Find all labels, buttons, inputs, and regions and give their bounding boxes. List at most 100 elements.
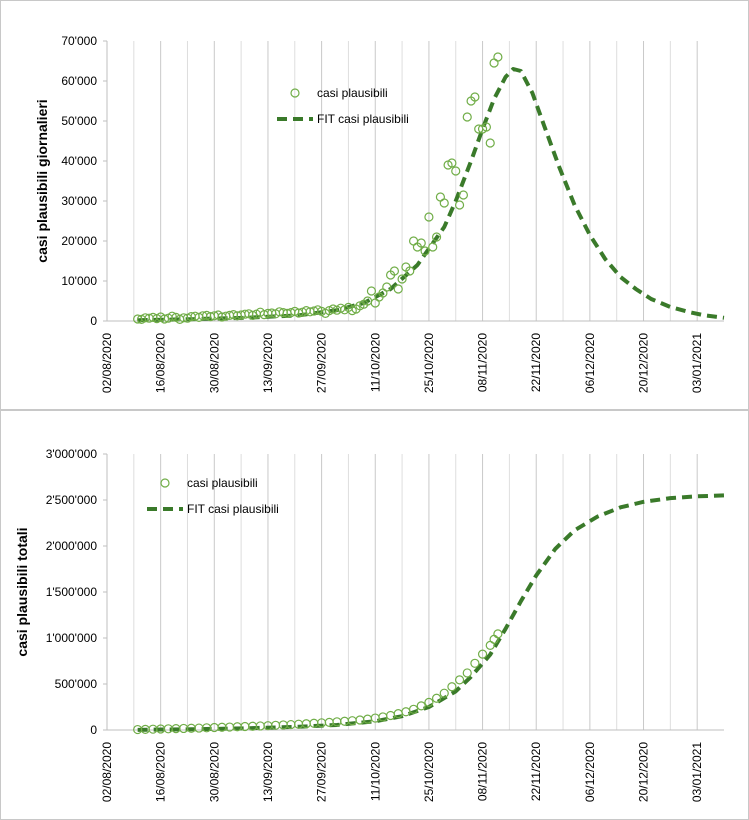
data-point bbox=[389, 266, 400, 276]
data-point bbox=[167, 311, 177, 321]
data-point bbox=[355, 715, 365, 725]
y-axis-label: casi plausibili giornalieri bbox=[34, 99, 50, 262]
data-point bbox=[382, 282, 392, 292]
data-point bbox=[435, 192, 446, 202]
data-point bbox=[324, 717, 334, 727]
x-tick-label: 08/11/2020 bbox=[476, 742, 490, 801]
x-tick-label: 16/08/2020 bbox=[154, 742, 168, 802]
chart-panel-cumulative: 02/08/2020 16/08/2020 30/08/2020 13/09/2020… bbox=[0, 410, 749, 820]
y-tick-label: 40'000 bbox=[61, 154, 97, 168]
data-point bbox=[451, 166, 461, 176]
data-point bbox=[431, 693, 442, 703]
y-tick-label: 2'500'000 bbox=[46, 493, 98, 507]
data-point bbox=[470, 92, 480, 102]
data-point bbox=[397, 274, 407, 284]
data-point bbox=[408, 704, 419, 714]
data-point bbox=[408, 236, 419, 246]
data-point bbox=[462, 112, 472, 122]
x-tick-label: 27/09/2020 bbox=[315, 742, 329, 802]
legend-label: FIT casi plausibili bbox=[187, 502, 279, 516]
data-point bbox=[485, 640, 495, 650]
fit-line bbox=[137, 493, 725, 732]
data-point bbox=[454, 200, 465, 210]
data-point bbox=[405, 266, 415, 276]
data-point bbox=[424, 697, 434, 707]
chart-panel-daily: 02/08/2020 16/08/2020 30/08/2020 13/09/2020… bbox=[0, 0, 749, 410]
data-point bbox=[454, 675, 465, 685]
data-point bbox=[340, 716, 350, 726]
data-point bbox=[393, 284, 403, 294]
x-tick-label: 11/10/2020 bbox=[368, 333, 382, 392]
data-point bbox=[447, 158, 457, 168]
data-point bbox=[477, 649, 488, 659]
data-point bbox=[439, 688, 449, 698]
x-tick-label: 08/11/2020 bbox=[476, 333, 490, 392]
daily-cases-chart: 02/08/2020 16/08/2020 30/08/2020 13/09/2020… bbox=[34, 34, 725, 393]
x-tick-label: 20/12/2020 bbox=[637, 333, 651, 393]
y-tick-label: 60'000 bbox=[61, 74, 97, 88]
y-tick-label: 70'000 bbox=[61, 34, 97, 48]
data-point bbox=[401, 707, 411, 717]
x-tick-label: 30/08/2020 bbox=[207, 333, 221, 393]
data-point bbox=[159, 314, 170, 324]
x-tick-label: 03/01/2021 bbox=[690, 333, 704, 393]
data-point bbox=[385, 710, 396, 721]
legend-label: casi plausibili bbox=[187, 476, 258, 490]
y-tick-label: 1'500'000 bbox=[46, 585, 98, 599]
data-point bbox=[481, 122, 491, 132]
data-point bbox=[424, 212, 434, 222]
data-point bbox=[428, 242, 438, 252]
data-point bbox=[420, 246, 430, 256]
x-tick-label: 20/12/2020 bbox=[637, 742, 651, 802]
legend-marker-circle bbox=[290, 88, 300, 98]
x-tick-label: 27/09/2020 bbox=[315, 333, 329, 393]
x-tick-label: 13/09/2020 bbox=[261, 333, 275, 393]
y-tick-label: 10'000 bbox=[61, 274, 97, 288]
fit-line bbox=[137, 67, 725, 323]
y-tick-label: 2'000'000 bbox=[46, 539, 98, 553]
data-point bbox=[462, 668, 472, 678]
data-point bbox=[248, 310, 258, 320]
data-point bbox=[493, 52, 503, 62]
data-point bbox=[255, 721, 265, 731]
x-tick-label: 22/11/2020 bbox=[529, 742, 543, 801]
y-tick-label: 1'000'000 bbox=[46, 631, 98, 645]
x-tick-label: 06/12/2020 bbox=[583, 742, 597, 802]
y-tick-label: 0 bbox=[90, 723, 97, 737]
y-tick-label: 50'000 bbox=[61, 114, 97, 128]
x-tick-label: 13/09/2020 bbox=[261, 742, 275, 802]
data-point bbox=[416, 701, 426, 711]
x-tick-label: 02/08/2020 bbox=[100, 333, 114, 393]
y-tick-label: 20'000 bbox=[61, 234, 97, 248]
cumulative-cases-chart: 02/08/2020 16/08/2020 30/08/2020 13/09/2020… bbox=[14, 447, 725, 802]
data-point bbox=[458, 190, 469, 200]
x-tick-label: 03/01/2021 bbox=[690, 742, 704, 802]
x-tick-label: 22/11/2020 bbox=[529, 333, 543, 392]
x-tick-label: 02/08/2020 bbox=[100, 742, 114, 802]
x-tick-label: 16/08/2020 bbox=[154, 333, 168, 393]
data-point bbox=[470, 658, 480, 668]
data-point bbox=[447, 682, 457, 692]
y-tick-label: 3'000'000 bbox=[46, 447, 98, 461]
data-point bbox=[431, 232, 442, 242]
data-point bbox=[439, 198, 449, 208]
y-tick-label: 0 bbox=[90, 314, 97, 328]
x-tick-label: 25/10/2020 bbox=[422, 333, 436, 393]
y-axis-label: casi plausibili totali bbox=[14, 527, 30, 656]
legend-label: FIT casi plausibili bbox=[317, 112, 409, 126]
y-tick-label: 500'000 bbox=[55, 677, 98, 691]
data-point bbox=[416, 238, 426, 248]
x-tick-label: 06/12/2020 bbox=[583, 333, 597, 393]
data-point bbox=[489, 58, 499, 68]
data-point bbox=[366, 286, 377, 296]
x-tick-label: 11/10/2020 bbox=[368, 742, 382, 801]
data-point bbox=[493, 629, 503, 639]
data-point bbox=[485, 138, 495, 148]
legend-label: casi plausibili bbox=[317, 86, 388, 100]
x-tick-label: 25/10/2020 bbox=[422, 742, 436, 802]
x-tick-label: 30/08/2020 bbox=[207, 742, 221, 802]
legend-marker-circle bbox=[160, 478, 170, 488]
y-tick-label: 30'000 bbox=[61, 194, 97, 208]
data-point bbox=[489, 634, 499, 644]
